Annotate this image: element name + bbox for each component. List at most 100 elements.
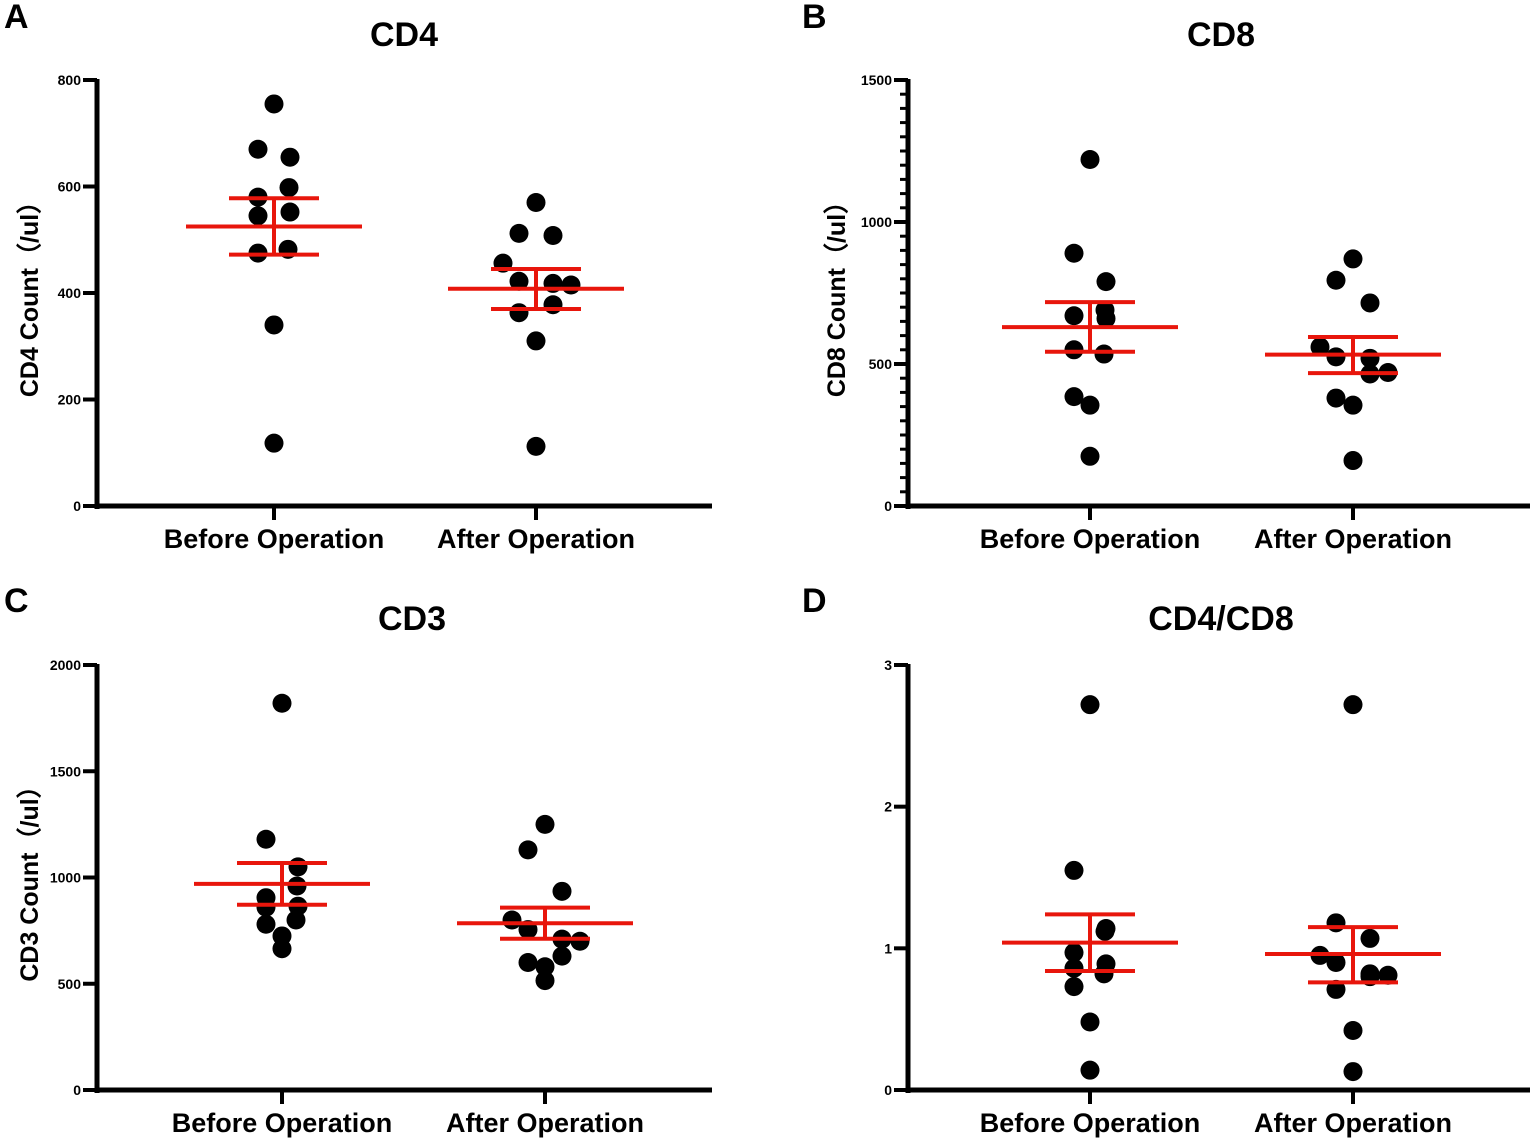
y-tick-label: 200 xyxy=(58,392,82,408)
panel-letter: D xyxy=(802,582,827,620)
data-point xyxy=(526,331,546,351)
data-point xyxy=(1326,270,1346,290)
data-point xyxy=(1378,965,1398,985)
data-point xyxy=(509,223,529,243)
data-point xyxy=(518,840,538,860)
data-point xyxy=(286,910,306,930)
data-point xyxy=(561,275,581,295)
data-point xyxy=(1064,977,1084,997)
data-point xyxy=(1095,921,1115,941)
data-point xyxy=(1080,446,1100,466)
data-point xyxy=(1360,293,1380,313)
y-tick-label: 0 xyxy=(884,498,892,514)
data-point xyxy=(518,953,538,972)
data-point xyxy=(570,931,590,951)
data-point xyxy=(1080,1012,1100,1032)
data-point xyxy=(552,946,572,966)
y-tick-label: 2000 xyxy=(50,657,81,673)
data-point xyxy=(264,433,284,453)
data-point xyxy=(248,206,268,226)
y-tick-label: 400 xyxy=(58,285,82,301)
data-point xyxy=(1360,928,1380,948)
data-point xyxy=(280,147,300,167)
data-point xyxy=(1326,388,1346,408)
y-tick-label: 0 xyxy=(73,1082,81,1098)
data-point xyxy=(1080,1060,1100,1080)
panel-letter: B xyxy=(802,0,827,36)
panel-letter: A xyxy=(4,0,29,36)
data-point xyxy=(1094,964,1114,984)
x-category-label: Before Operation xyxy=(980,1108,1201,1138)
y-tick-label: 1000 xyxy=(861,214,892,230)
data-point xyxy=(1343,451,1363,471)
data-point xyxy=(256,829,276,849)
data-point xyxy=(1096,309,1116,329)
panel-cd4: A CD4 0 200 400 600 800 Before Operation After O… xyxy=(4,0,712,554)
x-category-label: After Operation xyxy=(437,524,635,554)
data-point xyxy=(272,693,292,713)
y-tick-label: 0 xyxy=(73,498,81,514)
y-axis-title: CD8 Count（/ul） xyxy=(822,189,851,397)
data-point xyxy=(256,897,276,917)
data-point xyxy=(543,295,563,315)
data-point xyxy=(1343,1021,1363,1040)
data-point xyxy=(502,910,522,930)
data-point xyxy=(1326,979,1346,999)
y-tick-label: 1500 xyxy=(50,763,81,779)
x-category-label: After Operation xyxy=(446,1108,644,1138)
panel-letter: C xyxy=(4,582,29,620)
data-point xyxy=(279,178,299,198)
data-point xyxy=(526,436,546,456)
data-point xyxy=(1064,943,1084,963)
y-tick-label: 1000 xyxy=(50,870,81,886)
data-point xyxy=(1064,958,1084,978)
data-point xyxy=(256,914,276,934)
data-point xyxy=(535,957,555,977)
data-point xyxy=(1343,395,1363,415)
data-point xyxy=(280,202,300,222)
data-point xyxy=(552,881,572,901)
data-point xyxy=(543,225,563,245)
data-point xyxy=(1326,953,1346,972)
data-point xyxy=(509,303,529,323)
panel-cd4-cd8-ratio: D CD4/CD8 0 1 2 3 Before Operation After Operat… xyxy=(802,582,1530,1138)
data-point xyxy=(1326,347,1346,367)
data-point xyxy=(1080,150,1100,170)
data-point xyxy=(1064,387,1084,407)
data-point xyxy=(1094,344,1114,364)
x-category-label: Before Operation xyxy=(164,524,385,554)
data-point xyxy=(1080,695,1100,715)
data-point xyxy=(1343,695,1363,715)
data-point xyxy=(1343,249,1363,269)
panel-cd3: C CD3 0 500 1000 1500 2000 Before Operation Afte… xyxy=(4,582,712,1138)
y-tick-label: 500 xyxy=(869,356,893,372)
data-point xyxy=(287,876,307,896)
y-tick-label: 800 xyxy=(58,72,82,88)
x-category-label: After Operation xyxy=(1254,524,1452,554)
x-category-label: After Operation xyxy=(1254,1108,1452,1138)
panel-cd8: B CD8 0 500 1000 1500 Before Operation After Op… xyxy=(802,0,1530,554)
y-tick-label: 1 xyxy=(884,940,892,956)
y-tick-label: 3 xyxy=(884,657,892,673)
data-point xyxy=(264,94,284,114)
data-point xyxy=(264,315,284,335)
y-axis-title: CD4 Count（/ul） xyxy=(15,189,44,397)
data-point xyxy=(288,857,308,877)
data-point xyxy=(1096,272,1116,292)
y-tick-label: 0 xyxy=(884,1082,892,1098)
data-point xyxy=(1080,395,1100,415)
x-category-label: Before Operation xyxy=(172,1108,393,1138)
y-tick-label: 1500 xyxy=(861,72,892,88)
data-point xyxy=(1064,306,1084,326)
data-point xyxy=(1064,243,1084,263)
data-point xyxy=(535,814,555,834)
chart-title: CD3 xyxy=(378,600,446,638)
data-point xyxy=(248,139,268,159)
y-tick-label: 2 xyxy=(884,799,892,815)
chart-title: CD8 xyxy=(1187,16,1255,54)
data-point xyxy=(1343,1062,1363,1082)
data-point xyxy=(1310,337,1330,357)
data-point xyxy=(526,192,546,212)
data-point xyxy=(1064,860,1084,880)
